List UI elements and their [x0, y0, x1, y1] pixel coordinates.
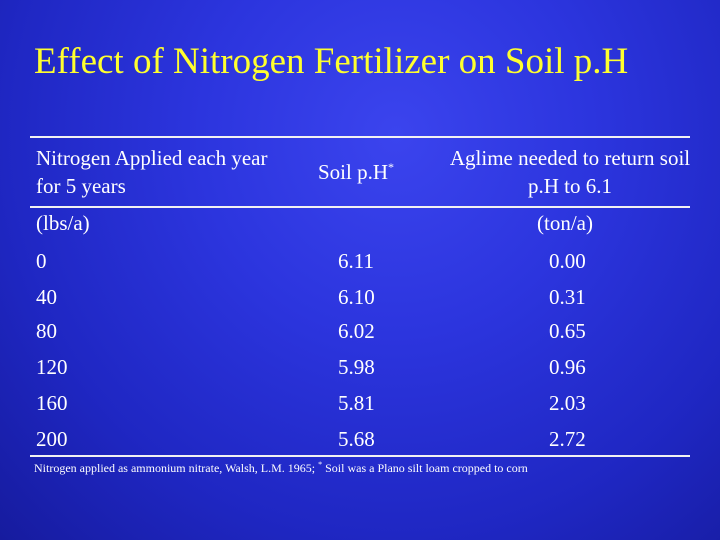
cell-aglime: 0.96	[549, 355, 586, 379]
cell-aglime: 2.72	[549, 427, 586, 451]
unit-nitrogen: (lbs/a)	[36, 211, 90, 235]
header-aglime: Aglime needed to return soil p.H to 6.1	[449, 146, 691, 198]
footnote-soil-note: Soil was a Plano silt loam cropped to co…	[322, 461, 528, 475]
cell-nitrogen: 120	[36, 355, 68, 379]
footnote-source: Nitrogen applied as ammonium nitrate, Wa…	[34, 461, 319, 475]
cell-aglime: 2.03	[549, 391, 586, 415]
cell-aglime: 0.65	[549, 319, 586, 343]
header-soil-ph-footnote-mark: *	[388, 160, 395, 174]
cell-nitrogen: 80	[36, 319, 57, 343]
cell-soil-ph: 5.81	[338, 391, 375, 415]
cell-soil-ph: 6.11	[338, 249, 374, 273]
cell-soil-ph: 5.98	[338, 355, 375, 379]
table-top-rule	[30, 136, 690, 138]
slide-title: Effect of Nitrogen Fertilizer on Soil p.…	[34, 41, 629, 82]
cell-soil-ph: 6.10	[338, 285, 375, 309]
cell-nitrogen: 40	[36, 285, 57, 309]
header-nitrogen: Nitrogen Applied each year for 5 years	[36, 146, 268, 198]
table-bottom-rule	[30, 455, 690, 457]
cell-nitrogen: 200	[36, 427, 68, 451]
table-header-rule	[30, 206, 690, 208]
footnote: Nitrogen applied as ammonium nitrate, Wa…	[34, 461, 528, 476]
header-soil-ph-label: Soil p.H	[318, 160, 389, 184]
cell-aglime: 0.00	[549, 249, 586, 273]
cell-nitrogen: 0	[36, 249, 47, 273]
header-soil-ph: Soil p.H*	[318, 158, 394, 186]
cell-soil-ph: 6.02	[338, 319, 375, 343]
cell-aglime: 0.31	[549, 285, 586, 309]
cell-nitrogen: 160	[36, 391, 68, 415]
unit-aglime: (ton/a)	[537, 211, 593, 235]
cell-soil-ph: 5.68	[338, 427, 375, 451]
footnote-mark: *	[318, 460, 323, 469]
